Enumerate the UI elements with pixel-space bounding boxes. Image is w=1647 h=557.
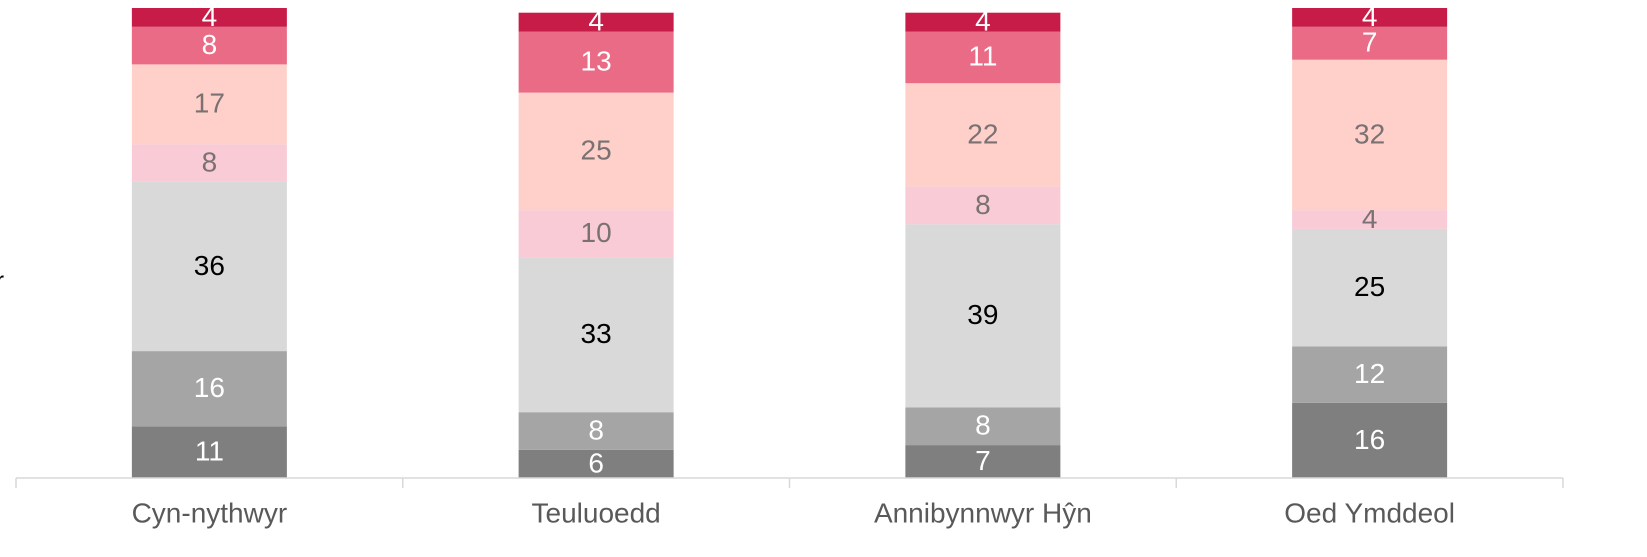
data-label: 6 bbox=[588, 447, 604, 478]
data-label: 11 bbox=[195, 436, 224, 467]
data-label: 4 bbox=[1362, 1, 1378, 32]
data-label: 33 bbox=[581, 318, 612, 349]
data-label: 4 bbox=[202, 1, 218, 32]
bar-segment bbox=[518, 12, 674, 32]
data-label: 36 bbox=[194, 250, 225, 281]
data-label: 8 bbox=[975, 189, 991, 220]
data-label: 16 bbox=[1354, 424, 1385, 455]
bar-segment bbox=[905, 224, 1061, 408]
data-label: 39 bbox=[967, 299, 998, 330]
bar-segment bbox=[131, 181, 287, 352]
x-tick-label: Teuluoedd bbox=[532, 497, 661, 528]
data-label: 4 bbox=[1362, 203, 1378, 234]
bar-segment bbox=[905, 186, 1061, 225]
data-label: 10 bbox=[581, 217, 612, 248]
bar-segment bbox=[131, 426, 287, 478]
data-label: 8 bbox=[202, 146, 218, 177]
data-label: 22 bbox=[967, 118, 998, 149]
bar-segment bbox=[131, 26, 287, 65]
bar-segment bbox=[1292, 228, 1448, 347]
data-label: 7 bbox=[975, 445, 991, 476]
bar-segment bbox=[518, 210, 674, 258]
data-label: 4 bbox=[975, 5, 991, 36]
bar-segment bbox=[905, 83, 1061, 187]
bar-segment bbox=[131, 351, 287, 427]
bar-segment bbox=[905, 445, 1061, 478]
data-label: 8 bbox=[588, 414, 604, 445]
data-label: 7 bbox=[1362, 27, 1378, 58]
bar-segment bbox=[1292, 346, 1448, 403]
bar-segment bbox=[1292, 26, 1448, 60]
x-tick-label: Cyn-nythwyr bbox=[132, 497, 288, 528]
bar-segment bbox=[1292, 8, 1448, 27]
bar-segment bbox=[518, 412, 674, 450]
bar-segment bbox=[131, 8, 287, 27]
bar-segment bbox=[131, 64, 287, 145]
bar-segment bbox=[1292, 210, 1448, 229]
data-label: 8 bbox=[975, 410, 991, 441]
x-tick-label: Oed Ymddeol bbox=[1284, 497, 1455, 528]
data-label: 17 bbox=[194, 88, 225, 119]
data-label: 25 bbox=[1354, 271, 1385, 302]
x-tick-label: Annibynnwyr Hŷn bbox=[874, 497, 1092, 528]
bar-segment bbox=[518, 449, 674, 478]
bar-segment bbox=[905, 407, 1061, 446]
data-label: 32 bbox=[1354, 118, 1385, 149]
bar-segment bbox=[518, 92, 674, 211]
bar-segment bbox=[1292, 59, 1448, 211]
bar-segment bbox=[518, 257, 674, 413]
bar-segment bbox=[905, 31, 1061, 84]
data-label: 25 bbox=[581, 135, 612, 166]
data-label: 13 bbox=[581, 45, 612, 76]
data-label: 4 bbox=[588, 5, 604, 36]
data-label: 11 bbox=[968, 41, 997, 72]
bar-segment bbox=[905, 12, 1061, 32]
bar-segment bbox=[131, 144, 287, 182]
data-label: 16 bbox=[194, 372, 225, 403]
annotation: r bbox=[0, 267, 4, 294]
data-label: 12 bbox=[1354, 358, 1385, 389]
bar-segment bbox=[518, 31, 674, 93]
bar-segment bbox=[1292, 402, 1448, 478]
data-label: 8 bbox=[202, 29, 218, 60]
